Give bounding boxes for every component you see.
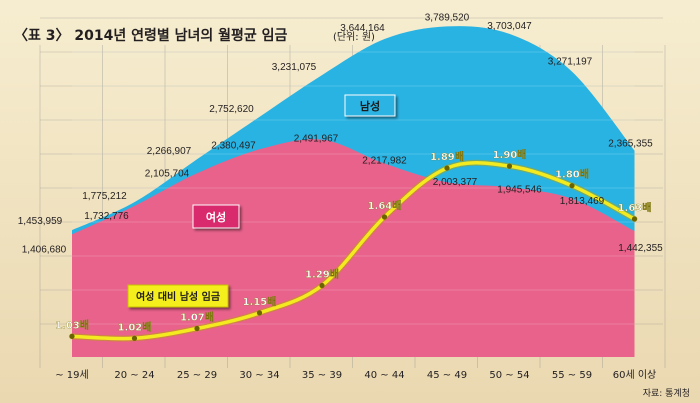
ratio-point bbox=[444, 165, 450, 171]
female-value-label: 1,945,546 bbox=[497, 184, 542, 195]
female-value-label: 2,217,982 bbox=[362, 155, 407, 166]
legend-ratio-label: 여성 대비 남성 임금 bbox=[136, 290, 220, 303]
x-tick-label: 20 ~ 24 bbox=[114, 370, 154, 381]
ratio-value-label: 1.15배 bbox=[243, 295, 277, 308]
ratio-series bbox=[69, 159, 638, 342]
x-tick-label: 35 ~ 39 bbox=[302, 370, 342, 381]
male-value-label: 3,271,197 bbox=[548, 57, 593, 68]
ratio-value-label: 1.07배 bbox=[180, 311, 214, 324]
x-tick-label: 55 ~ 59 bbox=[552, 370, 592, 381]
ratio-point bbox=[194, 325, 200, 332]
x-tick-label: 50 ~ 54 bbox=[489, 370, 529, 381]
female-value-label: 2,380,497 bbox=[211, 140, 256, 151]
data-labels: 1,453,959 1,775,212 2,266,907 2,752,620 3,23… bbox=[18, 12, 663, 333]
ratio-point bbox=[319, 282, 325, 289]
female-value-label: 2,105,704 bbox=[145, 168, 190, 179]
legend-female-label: 여성 bbox=[206, 210, 226, 224]
legend-ratio: 여성 대비 남성 임금 bbox=[127, 284, 229, 308]
ratio-point bbox=[256, 310, 263, 316]
male-value-label: 3,789,520 bbox=[425, 12, 470, 23]
x-tick-label: 40 ~ 44 bbox=[364, 370, 404, 381]
female-value-label: 1,732,776 bbox=[84, 211, 129, 222]
ratio-point bbox=[381, 214, 388, 220]
x-tick-label: 45 ~ 49 bbox=[427, 370, 467, 381]
male-value-label: 3,644,164 bbox=[340, 23, 385, 34]
legend-male-label: 남성 bbox=[360, 99, 380, 113]
ratio-value-label: 1.63배 bbox=[618, 201, 652, 214]
x-tick-label: ~ 19세 bbox=[55, 369, 88, 381]
ratio-value-label: 1.90배 bbox=[493, 148, 527, 161]
male-value-label: 2,365,355 bbox=[608, 139, 653, 150]
ratio-point bbox=[506, 163, 513, 169]
x-tick-label: 60세 이상 bbox=[613, 369, 657, 381]
ratio-line bbox=[70, 161, 637, 341]
female-value-label: 1,406,680 bbox=[22, 244, 67, 255]
male-value-label: 2,266,907 bbox=[147, 146, 192, 157]
female-value-label: 2,491,967 bbox=[294, 134, 339, 145]
male-value-label: 2,752,620 bbox=[209, 104, 254, 115]
male-value-label: 1,775,212 bbox=[82, 191, 127, 202]
ratio-value-label: 1.02배 bbox=[118, 320, 152, 333]
ratio-point bbox=[69, 333, 75, 339]
x-tick-label: 30 ~ 34 bbox=[239, 370, 279, 381]
ratio-value-label: 1.64배 bbox=[368, 199, 402, 212]
ratio-point bbox=[569, 183, 575, 189]
chart-title: 〈표 3〉 2014년 연령별 남녀의 월평균 임금 bbox=[14, 27, 288, 44]
female-value-label: 2,003,377 bbox=[433, 177, 478, 188]
chart-unit: (단위: 원) bbox=[333, 30, 375, 43]
chart-source: 자료: 통계청 bbox=[643, 387, 690, 399]
ratio-value-label: 1.89배 bbox=[430, 150, 464, 163]
male-value-label: 3,703,047 bbox=[487, 21, 532, 32]
female-value-label: 1,442,355 bbox=[618, 243, 663, 254]
ratio-value-label: 1.03배 bbox=[55, 318, 89, 331]
female-value-label: 1,813,469 bbox=[560, 196, 605, 207]
legend-female: 여성 bbox=[192, 204, 240, 229]
male-value-label: 3,231,075 bbox=[272, 62, 317, 73]
ratio-value-label: 1.80배 bbox=[555, 168, 589, 181]
x-axis: ~ 19세 20 ~ 24 25 ~ 29 30 ~ 34 35 ~ 39 40 ~ 44… bbox=[55, 369, 656, 381]
legend-male: 남성 bbox=[344, 94, 396, 117]
male-value-label: 1,453,959 bbox=[18, 216, 63, 227]
ratio-value-label: 1.29배 bbox=[305, 267, 339, 280]
ratio-point bbox=[131, 335, 138, 341]
ratio-point bbox=[631, 216, 638, 222]
x-tick-label: 25 ~ 29 bbox=[177, 370, 217, 381]
